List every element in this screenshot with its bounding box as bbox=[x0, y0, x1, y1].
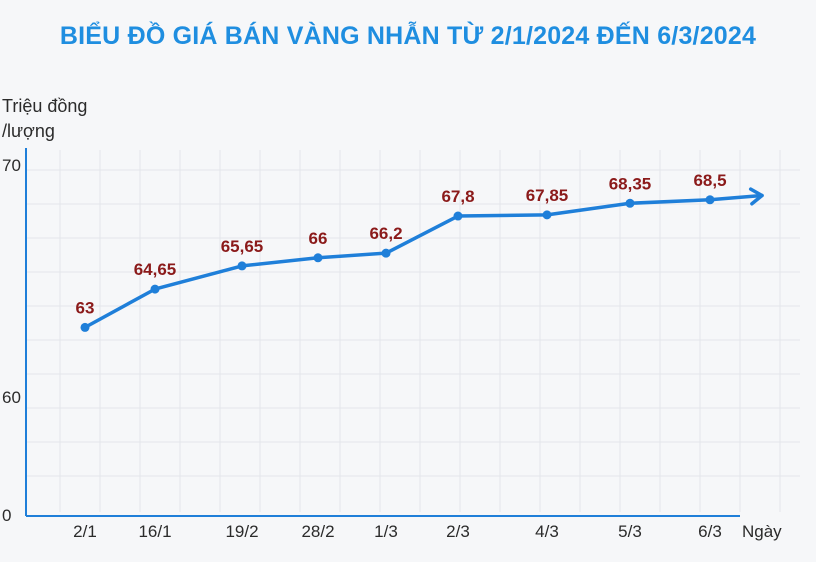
data-label: 67,8 bbox=[441, 187, 474, 206]
x-tick-label: 4/3 bbox=[535, 522, 559, 541]
arrow-head-icon bbox=[748, 187, 764, 206]
data-label: 67,85 bbox=[526, 186, 569, 205]
series-line bbox=[83, 187, 764, 330]
data-label: 68,5 bbox=[693, 171, 726, 190]
series-polyline bbox=[83, 193, 764, 330]
data-point bbox=[453, 211, 463, 221]
data-label: 66,2 bbox=[369, 224, 402, 243]
y-ticks: 0 60 70 bbox=[2, 156, 21, 525]
data-point bbox=[542, 210, 552, 220]
x-ticks: 2/1 16/1 19/2 28/2 1/3 2/3 4/3 5/3 6/3 bbox=[73, 522, 722, 541]
data-point bbox=[150, 284, 160, 294]
x-tick-label: 28/2 bbox=[301, 522, 334, 541]
x-tick-label: 19/2 bbox=[225, 522, 258, 541]
y-axis-label-line1: Triệu đồng bbox=[2, 96, 87, 116]
y-tick-label: 60 bbox=[2, 388, 21, 407]
x-tick-label: 6/3 bbox=[698, 522, 722, 541]
x-tick-label: 1/3 bbox=[374, 522, 398, 541]
x-tick-label: 2/3 bbox=[446, 522, 470, 541]
data-labels: 63 64,65 65,65 66 66,2 67,8 67,85 68,35 68,5 bbox=[76, 171, 727, 318]
data-point bbox=[313, 253, 323, 263]
data-point bbox=[237, 261, 247, 271]
data-point bbox=[705, 195, 715, 205]
x-tick-label: 2/1 bbox=[73, 522, 97, 541]
y-axis-label-line2: /lượng bbox=[2, 121, 55, 141]
data-points bbox=[80, 195, 715, 332]
x-tick-label: 16/1 bbox=[138, 522, 171, 541]
x-axis-label: Ngày bbox=[742, 522, 782, 541]
data-label: 63 bbox=[76, 298, 95, 317]
data-label: 64,65 bbox=[134, 260, 177, 279]
data-point bbox=[80, 322, 90, 332]
data-label: 66 bbox=[309, 229, 328, 248]
chart-title: BIỂU ĐỒ GIÁ BÁN VÀNG NHẪN TỪ 2/1/2024 ĐẾ… bbox=[59, 22, 757, 50]
data-label: 65,65 bbox=[221, 237, 264, 256]
x-tick-label: 5/3 bbox=[618, 522, 642, 541]
data-point bbox=[381, 248, 391, 258]
y-tick-label: 70 bbox=[2, 156, 21, 175]
data-label: 68,35 bbox=[609, 174, 652, 193]
data-point bbox=[625, 198, 635, 208]
y-tick-label: 0 bbox=[2, 506, 11, 525]
grid bbox=[26, 150, 800, 512]
